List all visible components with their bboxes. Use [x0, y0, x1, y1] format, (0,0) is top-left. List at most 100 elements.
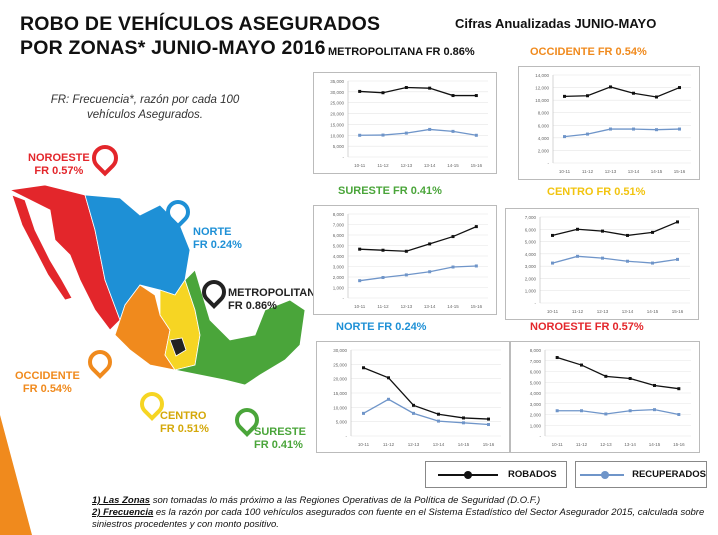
orange-corner-triangle [0, 415, 32, 535]
x-tick-label: 12-13 [600, 442, 612, 447]
x-tick-label: 10-11 [547, 309, 559, 314]
data-point-recuperados [678, 127, 681, 131]
data-point-robados [551, 233, 554, 237]
y-tick-label: 7,000 [530, 359, 542, 364]
y-tick-label: 30,000 [333, 348, 347, 353]
legend-line-robados [438, 470, 498, 479]
data-point-robados [576, 227, 579, 231]
data-point-recuperados [676, 257, 679, 261]
data-point-recuperados [381, 276, 385, 280]
x-tick-label: 14-15 [447, 163, 459, 168]
data-point-recuperados [586, 132, 589, 136]
x-tick-label: 13-14 [424, 304, 436, 309]
series-line-robados [552, 221, 678, 237]
series-line-robados [564, 86, 680, 98]
x-tick-label: 11-12 [377, 304, 389, 309]
y-tick-label: 6,000 [530, 370, 542, 375]
map-region-metropolitana [169, 337, 187, 357]
y-tick-label: 6,000 [333, 233, 345, 238]
chart-title-occidente: OCCIDENTE FR 0.54% [530, 46, 647, 58]
data-point-recuperados [604, 412, 608, 416]
data-point-recuperados [576, 254, 579, 258]
series-line-recuperados [359, 128, 477, 136]
data-point-robados [555, 356, 559, 360]
data-point-recuperados [580, 409, 583, 413]
y-tick-label: 20,000 [330, 112, 344, 117]
x-tick-label: 14-15 [447, 304, 459, 309]
x-tick-label: 13-14 [624, 442, 636, 447]
x-tick-label: 12-13 [408, 442, 420, 447]
x-tick-label: 10-11 [559, 169, 571, 174]
data-point-recuperados [381, 133, 385, 137]
y-tick-label: - [540, 434, 542, 439]
chart-svg: - 1,000 2,000 3,000 4,000 5,000 6,000 7,000 8,00… [333, 212, 488, 309]
x-tick-label: 12-13 [401, 304, 413, 309]
data-point-robados [362, 366, 365, 370]
x-tick-label: 11-12 [377, 163, 389, 168]
series-line-recuperados [552, 255, 678, 264]
y-tick-label: 10,000 [333, 405, 347, 410]
map-label-noroeste: NOROESTE FR 0.57% [28, 152, 90, 177]
data-point-robados [563, 94, 566, 98]
data-point-robados [632, 91, 635, 95]
y-tick-label: 5,000 [336, 420, 348, 425]
y-tick-label: 4,000 [530, 391, 542, 396]
data-point-robados [628, 376, 632, 380]
legend-label-recuperados: RECUPERADOS [632, 469, 706, 480]
data-point-recuperados [563, 135, 566, 139]
data-point-robados [412, 403, 415, 407]
data-point-recuperados [653, 408, 656, 412]
data-point-robados [358, 89, 362, 93]
x-tick-label: 13-14 [433, 442, 445, 447]
legend-line-recuperados [580, 470, 625, 479]
data-point-recuperados [412, 411, 415, 415]
series-line-recuperados [363, 398, 489, 426]
map-label-sureste: SURESTE FR 0.41% [254, 426, 306, 451]
map-label-occidente: OCCIDENTE FR 0.54% [15, 370, 80, 395]
data-point-recuperados [362, 411, 365, 415]
data-point-robados [381, 91, 385, 95]
y-tick-label: 5,000 [333, 144, 345, 149]
chart-svg: - 5,000 10,000 15,000 20,000 25,000 30,000 10-1… [333, 348, 501, 447]
series-line-robados [359, 226, 477, 252]
y-tick-label: 2,000 [333, 275, 345, 280]
y-tick-label: 4,000 [333, 254, 345, 259]
y-tick-label: 1,000 [333, 286, 345, 291]
x-tick-label: 14-15 [647, 309, 659, 314]
y-tick-label: 25,000 [330, 101, 344, 106]
data-point-robados [655, 95, 658, 99]
x-tick-label: 11-12 [582, 169, 594, 174]
data-point-robados [381, 248, 385, 252]
y-tick-label: 15,000 [333, 391, 347, 396]
series-line-robados [556, 356, 679, 390]
y-tick-label: 1,000 [525, 289, 537, 294]
x-tick-label: 15-16 [673, 442, 685, 447]
data-point-recuperados [628, 409, 632, 413]
x-tick-label: 15-16 [674, 169, 686, 174]
y-tick-label: 6,000 [538, 123, 550, 128]
series-line-robados [359, 86, 477, 97]
x-tick-label: 15-16 [672, 309, 684, 314]
x-tick-label: 12-13 [605, 169, 617, 174]
x-tick-label: 13-14 [628, 169, 640, 174]
map-label-norte: NORTE FR 0.24% [193, 226, 242, 251]
chart-title-metropolitana: METROPOLITANA FR 0.86% [328, 46, 475, 58]
x-tick-label: 10-11 [354, 304, 366, 309]
data-point-recuperados [474, 264, 478, 268]
data-point-recuperados [358, 133, 362, 137]
x-tick-label: 11-12 [572, 309, 584, 314]
data-point-robados [428, 86, 432, 90]
data-point-robados [451, 235, 455, 239]
x-tick-label: 13-14 [622, 309, 634, 314]
y-tick-label: 5,000 [333, 244, 345, 249]
data-point-recuperados [451, 265, 455, 269]
y-tick-label: - [535, 301, 537, 306]
data-point-recuperados [551, 261, 554, 265]
data-point-robados [474, 225, 478, 229]
chart-title-noroeste: NOROESTE FR 0.57% [530, 321, 644, 333]
data-point-recuperados [451, 129, 455, 133]
x-tick-label: 15-16 [483, 442, 495, 447]
y-tick-label: 30,000 [330, 90, 344, 95]
chart-svg: - 1,000 2,000 3,000 4,000 5,000 6,000 7,000 8,00… [530, 348, 691, 447]
data-point-recuperados [358, 279, 362, 283]
